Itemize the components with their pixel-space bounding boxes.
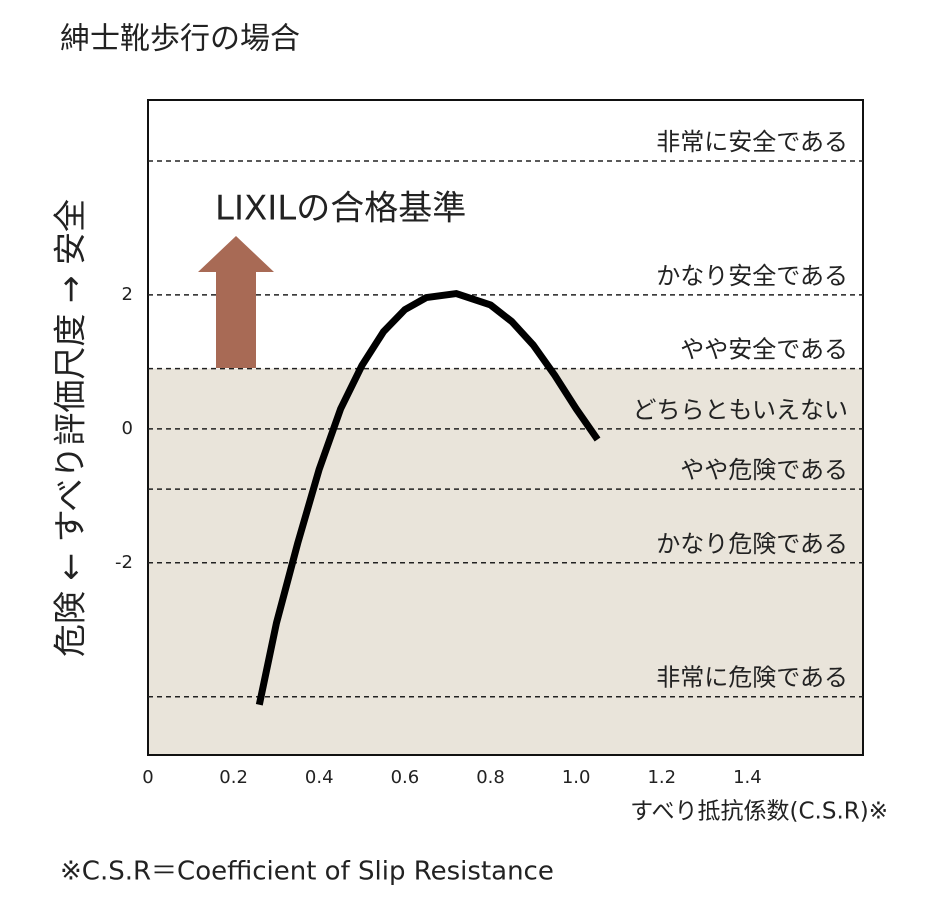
plot-frame bbox=[147, 99, 864, 756]
annotation: LIXILの合格基準 bbox=[215, 189, 466, 229]
line-series bbox=[255, 290, 601, 706]
y-tick-label: 2 bbox=[122, 284, 133, 305]
x-tick-label: 1.4 bbox=[733, 767, 762, 788]
x-tick-label: 1.0 bbox=[562, 767, 591, 788]
reference-label: かなり安全である bbox=[656, 262, 848, 290]
x-tick-label: 0.8 bbox=[476, 767, 505, 788]
x-tick-label: 0 bbox=[142, 767, 153, 788]
x-tick-label: 1.2 bbox=[647, 767, 676, 788]
reference-label: かなり危険である bbox=[656, 530, 848, 558]
reference-label: どちらともいえない bbox=[632, 396, 848, 424]
y-tick-label: 0 bbox=[122, 418, 133, 439]
reference-label: 非常に危険である bbox=[656, 664, 848, 692]
reference-label: やや危険である bbox=[680, 456, 848, 484]
x-tick-label: 0.4 bbox=[305, 767, 334, 788]
chart-title: 紳士靴歩行の場合 bbox=[60, 22, 300, 57]
shaded-region bbox=[148, 368, 863, 755]
reference-label: やや安全である bbox=[680, 336, 848, 364]
y-tick-label: -2 bbox=[115, 552, 133, 573]
reference-label: 非常に安全である bbox=[656, 128, 848, 156]
x-axis-label: すべり抵抗係数(C.S.R)※ bbox=[630, 799, 888, 825]
y-axis-label: 危険 ← すべり評価尺度 → 安全 bbox=[51, 199, 90, 657]
x-tick-label: 0.2 bbox=[219, 767, 248, 788]
footnote: ※C.S.R＝Coefficient of Slip Resistance bbox=[60, 857, 554, 887]
threshold-arrow bbox=[198, 236, 274, 368]
x-tick-label: 0.6 bbox=[391, 767, 420, 788]
